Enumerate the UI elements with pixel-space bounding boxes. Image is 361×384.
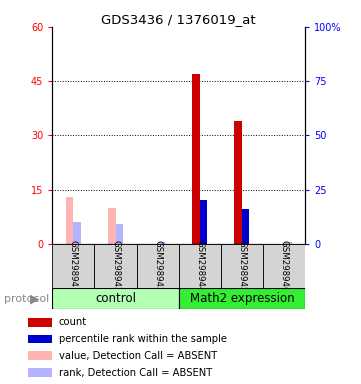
- Bar: [221, 244, 263, 288]
- Bar: [116, 224, 123, 244]
- Bar: [28, 334, 52, 343]
- Bar: [179, 288, 305, 309]
- Text: Math2 expression: Math2 expression: [190, 292, 294, 305]
- Bar: [28, 351, 52, 360]
- Bar: [179, 244, 221, 288]
- Bar: [73, 222, 81, 244]
- Text: GSM298941: GSM298941: [69, 240, 78, 292]
- Bar: [242, 209, 249, 244]
- Text: count: count: [58, 317, 87, 327]
- Text: control: control: [95, 292, 136, 305]
- Bar: [52, 244, 95, 288]
- Bar: [52, 288, 179, 309]
- Text: rank, Detection Call = ABSENT: rank, Detection Call = ABSENT: [58, 367, 212, 377]
- Title: GDS3436 / 1376019_at: GDS3436 / 1376019_at: [101, 13, 256, 26]
- Text: GSM298945: GSM298945: [238, 240, 246, 292]
- Bar: [28, 318, 52, 326]
- Bar: [158, 242, 165, 244]
- Bar: [263, 244, 305, 288]
- Bar: [136, 244, 179, 288]
- Text: GSM298944: GSM298944: [195, 240, 204, 292]
- Text: value, Detection Call = ABSENT: value, Detection Call = ABSENT: [58, 351, 217, 361]
- Text: GSM298942: GSM298942: [111, 240, 120, 292]
- Text: ▶: ▶: [30, 292, 39, 305]
- Text: GSM298946: GSM298946: [279, 240, 288, 292]
- Bar: [28, 368, 52, 377]
- Bar: [108, 208, 116, 244]
- Bar: [284, 242, 292, 244]
- Text: protocol: protocol: [4, 293, 49, 304]
- Text: GSM298943: GSM298943: [153, 240, 162, 292]
- Bar: [192, 74, 200, 244]
- Bar: [66, 197, 73, 244]
- Bar: [200, 200, 207, 244]
- Text: percentile rank within the sample: percentile rank within the sample: [58, 334, 227, 344]
- Bar: [95, 244, 136, 288]
- Bar: [234, 121, 242, 244]
